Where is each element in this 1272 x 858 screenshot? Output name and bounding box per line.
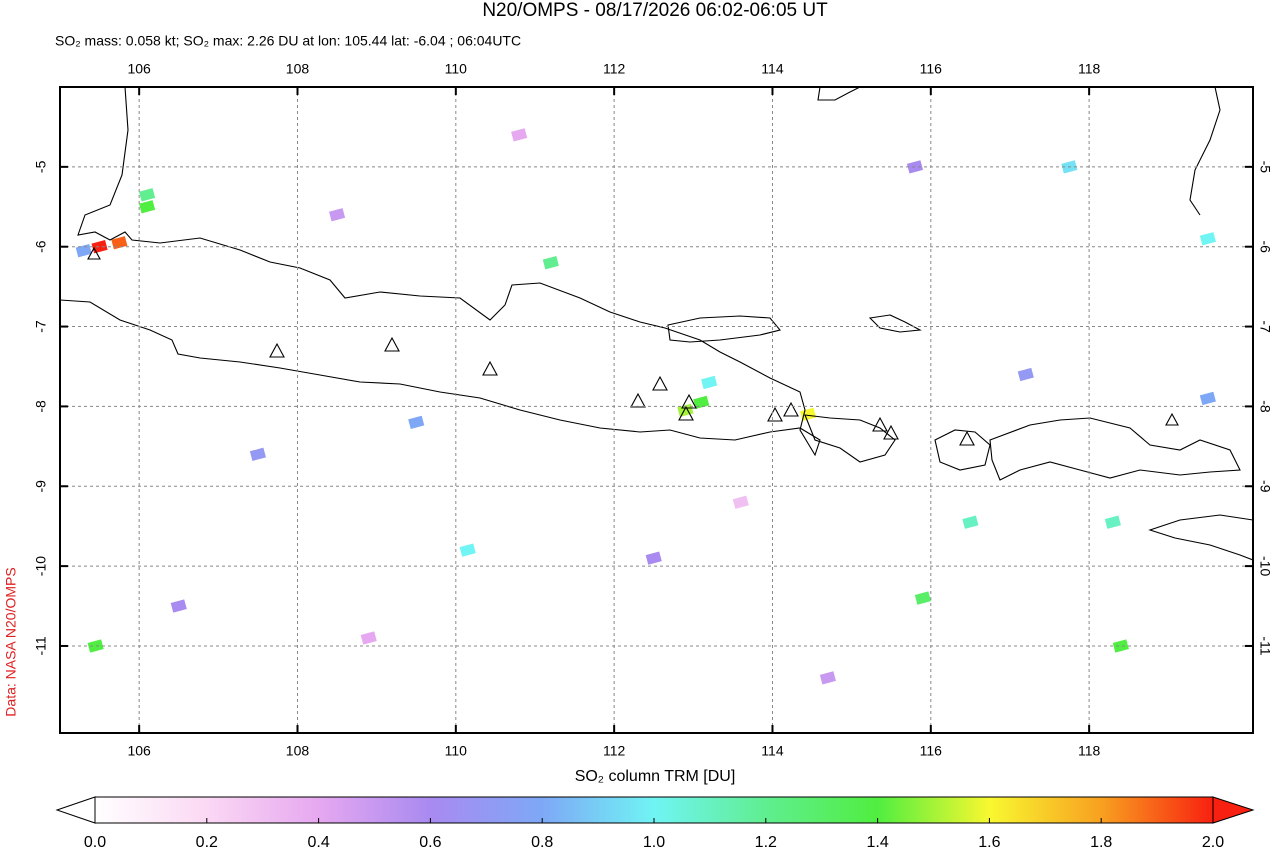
volcanoes [87, 246, 1179, 446]
so2-pixel [249, 447, 266, 461]
x-tick-label: 118 [1078, 743, 1101, 759]
coastline [804, 414, 896, 463]
so2-pixel [693, 395, 710, 410]
coastline [1148, 514, 1253, 561]
so2-pixel [962, 515, 979, 529]
x-tick-label: 110 [445, 61, 468, 77]
colorbar-tick-label: 0.8 [531, 834, 553, 851]
colorbar-tick-label: 1.4 [866, 834, 888, 851]
y-tick-label: -10 [33, 556, 49, 576]
subtitle: SO₂ mass: 0.058 kt; SO₂ max: 2.26 DU at … [55, 33, 521, 49]
so2-pixel [329, 208, 346, 222]
volcano-marker [87, 246, 1179, 446]
coastline [667, 315, 781, 343]
so2-pixel [87, 639, 104, 653]
coastlines [60, 87, 1253, 561]
y-tick-label: -5 [33, 160, 49, 173]
so2-pixel [701, 375, 718, 390]
map-background [60, 87, 1253, 733]
x-tick-label: 116 [920, 743, 943, 759]
so2-pixel [732, 495, 749, 509]
y-tick-label: -5 [1257, 161, 1272, 174]
coastline [934, 429, 991, 471]
coastline [1189, 87, 1221, 216]
coastline [989, 417, 1241, 481]
y-tick-label: -8 [33, 400, 49, 413]
coastline [60, 87, 821, 457]
so2-pixel [1017, 367, 1034, 382]
x-tick-label: 114 [761, 61, 784, 77]
so2-pixel [800, 407, 817, 422]
x-tick-label: 112 [603, 61, 626, 77]
coastline [868, 314, 922, 333]
colorbar-tick-label: 0.6 [419, 834, 441, 851]
colorbar-label: SO₂ column TRM [DU] [575, 768, 736, 785]
so2-pixel [75, 244, 92, 258]
coastline [817, 87, 861, 101]
y-tick-label: -9 [33, 480, 49, 493]
pixel-layer [75, 128, 1216, 685]
y-tick-label: -8 [1257, 400, 1272, 413]
x-tick-label: 108 [286, 61, 310, 77]
colorbar-tick-label: 1.2 [755, 834, 777, 851]
so2-pixel [819, 671, 836, 685]
x-tick-label: 108 [286, 743, 310, 759]
x-tick-label: 118 [1078, 61, 1101, 77]
so2-pixel [170, 599, 187, 613]
x-tick-label: 110 [445, 743, 468, 759]
so2-pixel [408, 415, 425, 430]
y-tick-label: -7 [1257, 320, 1272, 333]
y-tick-label: -6 [1257, 240, 1272, 253]
y-tick-label: -6 [33, 240, 49, 253]
colorbar-over [1212, 796, 1255, 824]
so2-pixel [645, 551, 662, 565]
y-tick-label: -7 [33, 320, 49, 333]
map-frame [59, 86, 1254, 734]
so2-pixel [360, 631, 377, 645]
colorbar-tick-label: 0.0 [84, 834, 106, 851]
so2-pixel [139, 188, 156, 202]
x-tick-label: 106 [127, 743, 151, 759]
y-tick-label: -11 [33, 636, 49, 655]
so2-pixel [1104, 515, 1121, 529]
so2-pixel [511, 128, 528, 142]
colorbar-tick-label: 2.0 [1202, 834, 1224, 851]
colorbar-tick-label: 1.8 [1090, 834, 1112, 851]
colorbar-tick-label: 0.2 [196, 834, 218, 851]
y-tick-label: -9 [1257, 480, 1272, 493]
title: N20/OMPS - 08/17/2026 06:02-06:05 UT [482, 0, 828, 21]
so2-pixel [1199, 391, 1216, 406]
so2-pixel [139, 200, 156, 214]
so2-pixel [111, 236, 128, 250]
colorbar-tick-label: 1.6 [978, 834, 1000, 851]
so2-pixel [1199, 232, 1216, 246]
colorbar-tick-label: 1.0 [643, 834, 665, 851]
so2-pixel [542, 256, 559, 270]
so2-pixel [914, 591, 931, 605]
source-label: Data: NASA N20/OMPS [3, 567, 19, 716]
colorbar-under [55, 796, 96, 824]
so2-pixel [459, 543, 476, 557]
y-tick-label: -11 [1257, 636, 1272, 655]
y-tick-label: -10 [1257, 556, 1272, 576]
x-tick-label: 114 [761, 743, 784, 759]
so2-pixel [1112, 639, 1129, 653]
colorbar-tick-label: 0.4 [307, 834, 329, 851]
x-tick-label: 112 [603, 743, 626, 759]
x-tick-label: 106 [127, 61, 151, 77]
x-tick-label: 116 [920, 61, 943, 77]
